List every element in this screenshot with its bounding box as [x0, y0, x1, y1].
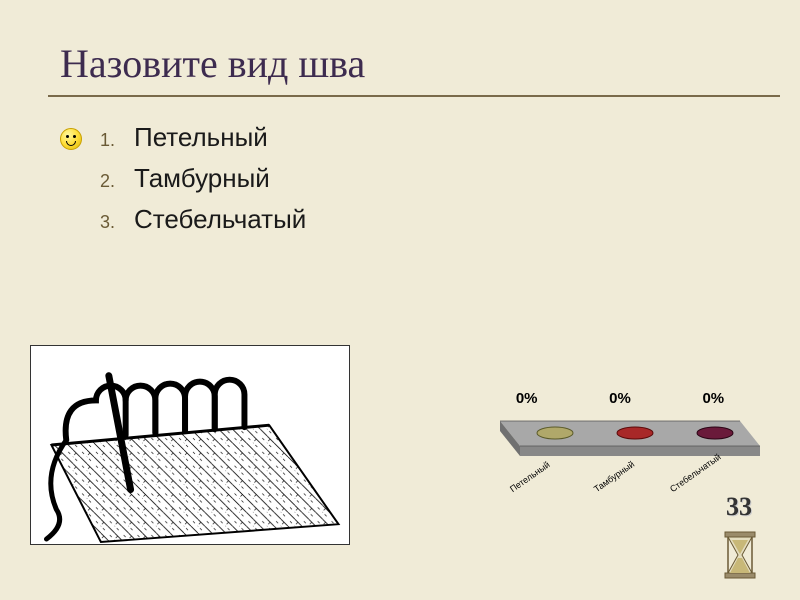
- list-label: Стебельчатый: [134, 204, 306, 235]
- smiley-icon: [60, 128, 82, 150]
- content-area: 1. Петельный 2. Тамбурный 3. Стебельчаты…: [60, 122, 740, 245]
- list-number: 1.: [100, 130, 120, 151]
- list-item: 3. Стебельчатый: [100, 204, 306, 235]
- list-label: Петельный: [134, 122, 268, 153]
- chart-value-row: 0% 0% 0%: [480, 390, 760, 407]
- stitch-diagram: [30, 345, 350, 545]
- options-list: 1. Петельный 2. Тамбурный 3. Стебельчаты…: [100, 122, 306, 245]
- chart-value: 0%: [609, 390, 631, 407]
- chart-category: Петельный: [508, 459, 552, 494]
- hourglass-icon: [720, 530, 760, 580]
- chart-value: 0%: [516, 390, 538, 407]
- list-number: 3.: [100, 212, 120, 233]
- list-item: 2. Тамбурный: [100, 163, 306, 194]
- chart-value: 0%: [702, 390, 724, 407]
- list-item: 1. Петельный: [100, 122, 306, 153]
- slide-title: Назовите вид шва: [60, 40, 740, 87]
- chart-category: Тамбурный: [592, 459, 636, 494]
- list-label: Тамбурный: [134, 163, 270, 194]
- list-number: 2.: [100, 171, 120, 192]
- chart-categories: Петельный Тамбурный Стебельчатый: [480, 468, 760, 508]
- slide-number: 33: [726, 492, 752, 522]
- title-underline: [48, 95, 780, 97]
- poll-chart: 0% 0% 0% Петельный Тамбурный Стебельчаты…: [480, 390, 760, 510]
